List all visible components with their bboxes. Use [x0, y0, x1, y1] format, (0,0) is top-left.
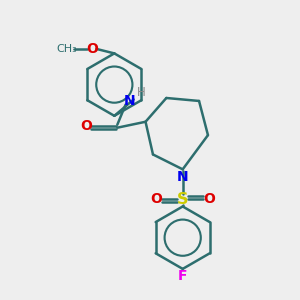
- Text: O: O: [203, 192, 215, 206]
- Text: N: N: [177, 170, 188, 184]
- Text: O: O: [150, 192, 162, 206]
- Text: O: O: [86, 42, 98, 56]
- Text: CH₃: CH₃: [56, 44, 77, 54]
- Text: O: O: [80, 119, 92, 133]
- Text: H: H: [137, 86, 146, 99]
- Text: F: F: [178, 269, 188, 283]
- Text: S: S: [177, 191, 188, 206]
- Text: N: N: [123, 94, 135, 108]
